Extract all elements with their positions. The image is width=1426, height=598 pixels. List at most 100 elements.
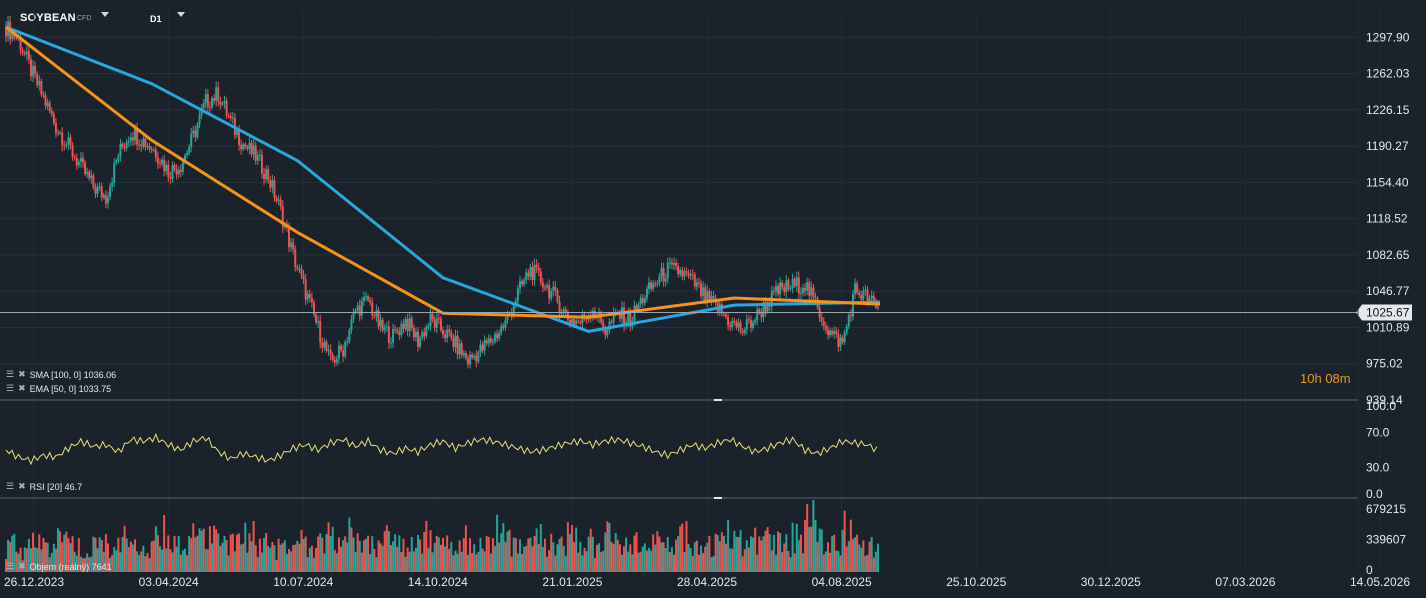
candle-body — [246, 147, 249, 149]
volume-bar — [664, 548, 667, 572]
candle-body — [406, 319, 409, 332]
panel-dividers[interactable] — [0, 0, 1359, 572]
candle-body — [737, 322, 740, 328]
volume-bar — [643, 543, 646, 572]
close-icon[interactable]: ✖ — [18, 383, 26, 393]
ema-legend[interactable]: ☰ ✖ EMA [50, 0] 1033.75 — [6, 383, 111, 394]
candle-body — [244, 144, 247, 148]
candle-body — [335, 358, 338, 363]
volume-bar — [579, 541, 582, 572]
rsi-legend[interactable]: ☰ ✖ RSI [20] 46.7 — [6, 481, 82, 492]
candle-body — [537, 267, 540, 272]
candle-body — [729, 325, 732, 328]
candle-body — [375, 310, 378, 317]
volume-bar — [165, 548, 168, 572]
candle-body — [518, 281, 521, 289]
timeframe-label[interactable]: D1 — [150, 14, 162, 24]
candle-body — [579, 321, 582, 324]
close-icon[interactable]: ✖ — [18, 481, 26, 491]
price-tick-label: 939.14 — [1366, 393, 1403, 407]
candle-body — [196, 124, 199, 138]
volume-bar — [38, 534, 41, 572]
candle-body — [129, 137, 132, 142]
volume-bar — [866, 554, 869, 572]
candle-body — [795, 277, 798, 287]
candle-body — [845, 326, 848, 333]
candle-body — [57, 132, 60, 134]
sma-line — [5, 25, 881, 333]
close-icon[interactable]: ✖ — [18, 369, 26, 379]
candle-body — [539, 271, 542, 283]
candle-body — [702, 287, 705, 297]
volume-bar — [394, 534, 397, 572]
panel-resize-handle — [714, 497, 722, 499]
volume-bar — [856, 534, 859, 572]
volume-bar — [11, 535, 14, 572]
candle-body — [387, 326, 390, 343]
timeframe-dropdown-icon[interactable] — [177, 12, 185, 17]
candle-body — [758, 309, 761, 313]
volume-bar — [346, 542, 349, 572]
volume-bar — [183, 548, 186, 572]
volume-bar — [340, 546, 343, 572]
candle-body — [356, 305, 359, 311]
candle-body — [593, 310, 596, 316]
volume-bar — [704, 546, 707, 572]
close-icon[interactable]: ✖ — [18, 561, 26, 571]
candle-body — [90, 175, 93, 179]
candle-body — [362, 296, 365, 302]
volume-bar — [429, 530, 432, 572]
candle-body — [79, 157, 82, 162]
candle-body — [602, 322, 605, 330]
candle-body — [793, 278, 796, 287]
candle-body — [541, 282, 544, 288]
volume-bar — [743, 549, 746, 572]
candle-body — [256, 155, 259, 161]
candle-body — [487, 338, 490, 344]
volume-bar — [206, 549, 209, 572]
volume-bar — [460, 551, 463, 572]
settings-icon[interactable]: ☰ — [6, 383, 15, 393]
volume-bar — [581, 555, 584, 572]
symbol-dropdown-icon[interactable] — [101, 12, 109, 17]
volume-legend[interactable]: ☰ ✖ Objem (reálný) 7641 — [6, 561, 112, 572]
volume-bar — [494, 545, 497, 572]
volume-bar — [616, 539, 619, 572]
volume-bar — [491, 538, 494, 572]
candle-body — [144, 138, 147, 147]
settings-icon[interactable]: ☰ — [6, 481, 15, 491]
volume-bar — [583, 547, 586, 572]
sma-legend[interactable]: ☰ ✖ SMA [100, 0] 1036.06 — [6, 369, 116, 380]
candle-body — [190, 133, 193, 147]
price-tick-label: 1010.89 — [1366, 320, 1410, 334]
volume-bar — [652, 534, 655, 572]
candle-body — [491, 341, 494, 343]
candle-body — [552, 286, 555, 291]
volume-tick-label: 679215 — [1366, 502, 1406, 516]
candle-body — [404, 319, 407, 329]
candle-body — [862, 290, 865, 300]
candle-body — [571, 318, 574, 324]
settings-icon[interactable]: ☰ — [6, 369, 15, 379]
volume-bar — [718, 541, 721, 572]
settings-icon[interactable]: ☰ — [6, 561, 15, 571]
candle-body — [425, 326, 428, 337]
candle-body — [752, 322, 755, 328]
candle-body — [202, 103, 205, 109]
candle-body — [277, 199, 280, 201]
candle-body — [637, 304, 640, 310]
candle-body — [810, 287, 813, 296]
candle-body — [695, 282, 698, 287]
candle-body — [735, 321, 738, 328]
volume-bar — [271, 542, 274, 572]
volume-bar — [54, 548, 57, 572]
volume-bar — [383, 531, 386, 572]
volume-bar — [439, 544, 442, 572]
candle-body — [275, 198, 278, 201]
candle-body — [774, 285, 777, 292]
volume-bar — [845, 546, 848, 572]
candle-body — [764, 302, 767, 312]
candle-body — [410, 318, 413, 329]
volume-bar — [17, 553, 20, 572]
